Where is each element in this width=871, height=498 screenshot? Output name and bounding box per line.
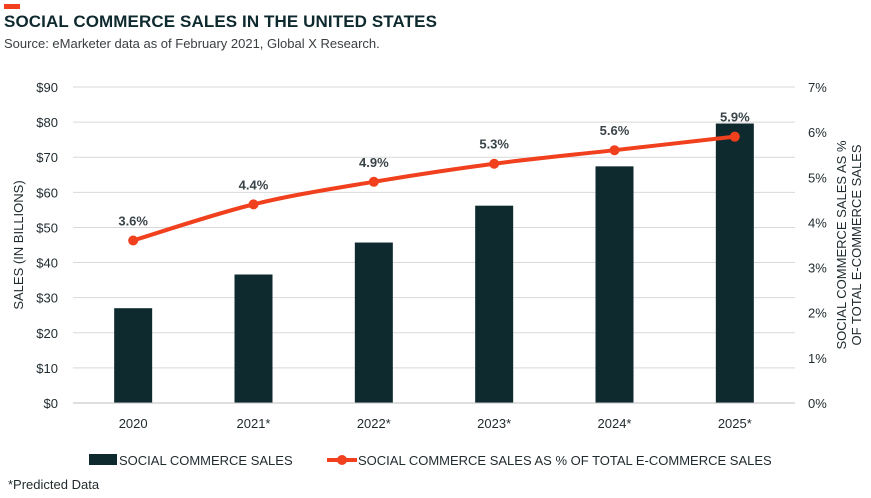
x-tick-label: 2022*: [357, 416, 391, 431]
y-tick-label: $20: [36, 326, 58, 341]
y-tick-label: $80: [36, 115, 58, 130]
y-tick-label: $30: [36, 291, 58, 306]
line-series: 3.6% 4.4% 4.9% 5.3% 5.6% 5.9%: [118, 110, 750, 246]
legend-bar-label: SOCIAL COMMERCE SALES: [119, 453, 293, 468]
footnote: *Predicted Data: [8, 477, 100, 492]
y-tick-label: $60: [36, 185, 58, 200]
y2-tick-label: 2%: [808, 306, 827, 321]
line-point: [729, 131, 740, 142]
y2-axis-label-line-2: OF TOTAL E-COMMERCE SALES: [849, 144, 864, 345]
bar: [715, 123, 754, 403]
legend-bar-swatch: [89, 454, 117, 465]
y2-tick-label: 6%: [808, 125, 827, 140]
y-tick-label: $0: [44, 396, 58, 411]
series-line: [131, 134, 737, 243]
line-point: [609, 145, 620, 156]
y2-tick-label: 5%: [808, 170, 827, 185]
legend-line-marker: [337, 455, 347, 465]
x-tick-label: 2025*: [718, 416, 752, 431]
bar-series: [114, 123, 754, 403]
axes: $0 $10 $20 $30 $40 $50 $60 $70 $80 $90 0% 1% 2% 3% 4% 5…: [11, 80, 864, 431]
y2-axis-label-line-1: SOCIAL COMMERCE SALES AS %: [834, 140, 849, 349]
data-label: 3.6%: [118, 213, 148, 228]
y2-tick-label: 0%: [808, 396, 827, 411]
accent-bar: [4, 4, 20, 9]
line-point: [368, 176, 379, 187]
bar: [475, 205, 514, 403]
bar: [114, 308, 153, 403]
y-tick-label: $40: [36, 256, 58, 271]
x-tick-label: 2024*: [598, 416, 632, 431]
y2-tick-label: 1%: [808, 351, 827, 366]
line-point: [248, 199, 259, 210]
data-label: 4.4%: [239, 177, 269, 192]
y-axis-label: SALES (IN BILLIONS): [11, 180, 26, 309]
bar: [234, 274, 273, 403]
y2-tick-label: 3%: [808, 261, 827, 276]
bar: [595, 166, 634, 403]
y-tick-label: $90: [36, 80, 58, 95]
line-point: [489, 158, 500, 169]
legend: SOCIAL COMMERCE SALES SOCIAL COMMERCE SAL…: [89, 453, 772, 468]
y-tick-label: $70: [36, 150, 58, 165]
data-label: 4.9%: [359, 155, 389, 170]
page-title: SOCIAL COMMERCE SALES IN THE UNITED STAT…: [4, 12, 438, 31]
y2-tick-label: 4%: [808, 215, 827, 230]
x-tick-label: 2021*: [237, 416, 271, 431]
line-point: [128, 235, 139, 246]
grid-lines: [73, 86, 795, 369]
y2-tick-label: 7%: [808, 80, 827, 95]
y-tick-label: $10: [36, 361, 58, 376]
data-label: 5.6%: [600, 123, 630, 138]
x-tick-label: 2020: [119, 416, 148, 431]
bar: [354, 242, 393, 403]
legend-line-label: SOCIAL COMMERCE SALES AS % OF TOTAL E-CO…: [358, 453, 772, 468]
data-label: 5.9%: [720, 110, 750, 125]
x-tick-label: 2023*: [477, 416, 511, 431]
source-subtitle: Source: eMarketer data as of February 20…: [4, 36, 380, 51]
data-label: 5.3%: [479, 137, 509, 152]
y-tick-label: $50: [36, 220, 58, 235]
